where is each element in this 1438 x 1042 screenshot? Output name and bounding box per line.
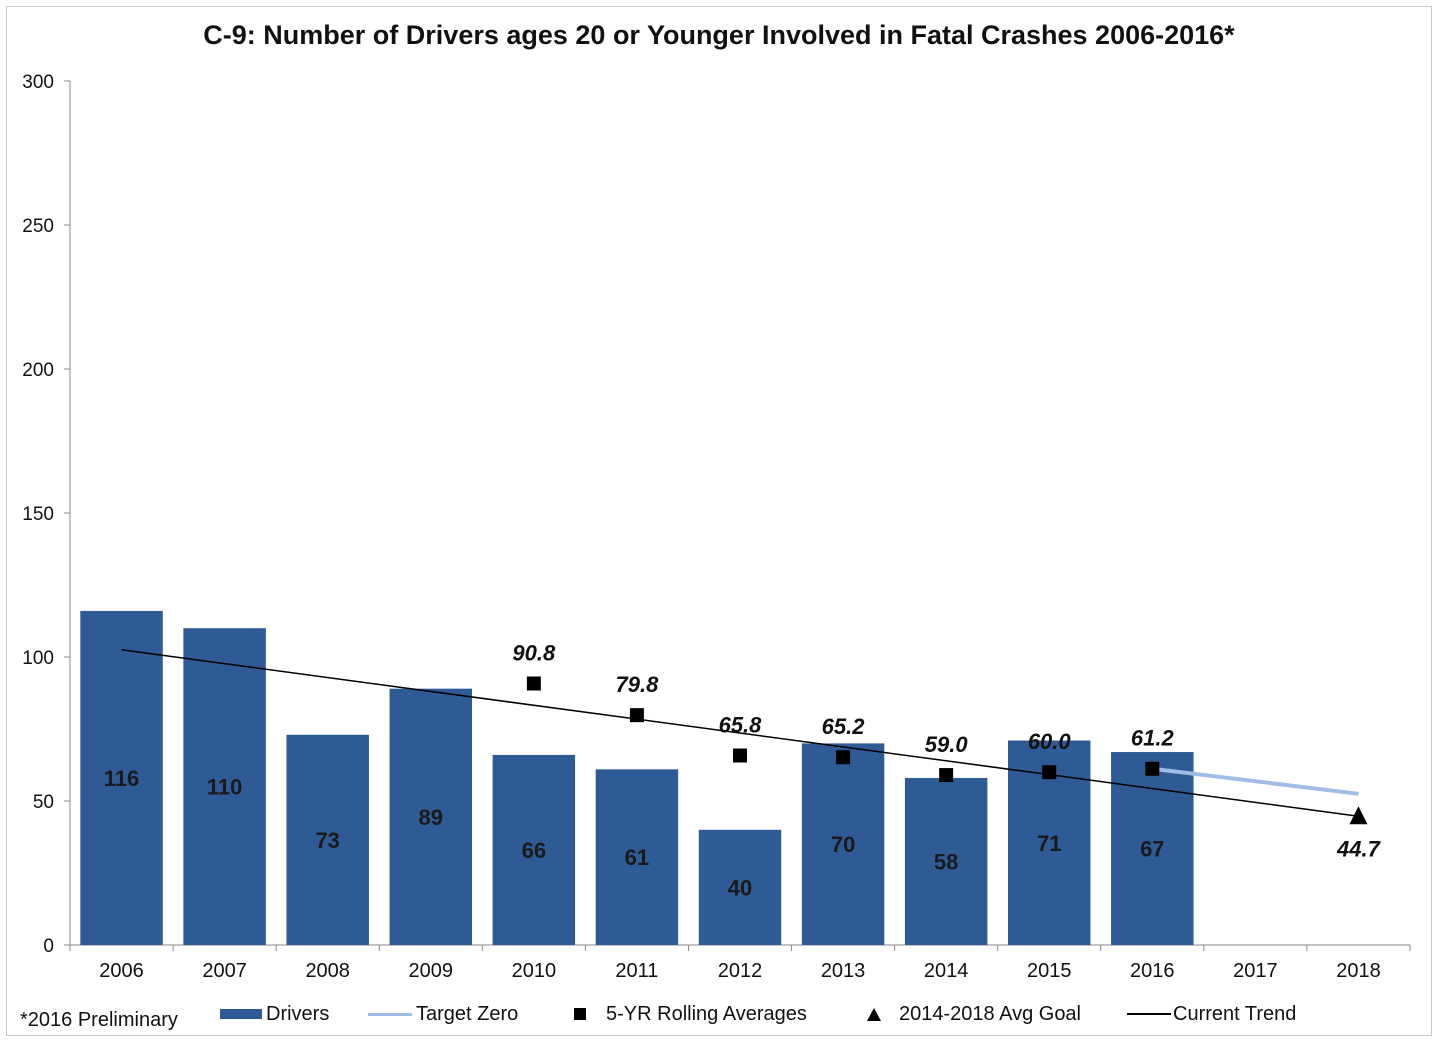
rolling-average-label: 60.0 (1028, 729, 1072, 754)
legend-label-current-trend: Current Trend (1173, 1002, 1297, 1025)
rolling-average-marker (733, 748, 747, 763)
legend-label-avg-goal: 2014-2018 Avg Goal (899, 1002, 1082, 1025)
legend-label-target-zero: Target Zero (416, 1002, 519, 1025)
chart-frame (6, 6, 1432, 1036)
legend-swatch-drivers (220, 1009, 262, 1019)
rolling-average-marker (629, 708, 644, 723)
rolling-average-marker (526, 676, 541, 691)
bar (801, 743, 885, 945)
x-tick-label: 2016 (1130, 960, 1175, 982)
bar-data-label: 73 (315, 828, 339, 853)
legend-item-target-zero: Target Zero (368, 999, 518, 1029)
x-tick-label: 2010 (512, 960, 557, 982)
bar-data-label: 67 (1140, 837, 1164, 862)
y-tick-label: 100 (22, 648, 54, 669)
bar (904, 777, 988, 945)
legend-item-avg-goal: 2014-2018 Avg Goal (867, 999, 1081, 1029)
rolling-average-label: 65.8 (719, 712, 763, 737)
y-tick-label: 0 (43, 936, 54, 957)
x-tick-label: 2008 (305, 960, 350, 982)
footnote: *2016 Preliminary (20, 1009, 178, 1031)
x-tick-label: 2013 (821, 960, 866, 982)
current-trend-line (121, 649, 1359, 818)
chart-legend: Drivers Target Zero 5-YR Rolling Average… (0, 999, 1438, 1029)
y-tick-label: 300 (22, 72, 54, 93)
legend-item-rolling-averages: 5-YR Rolling Averages (574, 999, 807, 1029)
x-tick-label: 2007 (202, 960, 247, 982)
rolling-average-label: 90.8 (512, 640, 556, 665)
bar-data-label: 110 (207, 775, 243, 800)
x-tick-label: 2017 (1233, 960, 1278, 982)
x-tick-label: 2012 (718, 960, 763, 982)
bar-data-label: 61 (625, 845, 649, 870)
y-tick-label: 150 (22, 504, 54, 525)
legend-swatch-current-trend (1127, 1013, 1171, 1015)
x-tick-label: 2006 (99, 960, 144, 982)
rolling-average-label: 59.0 (925, 732, 969, 757)
bar (698, 829, 782, 945)
x-tick-label: 2011 (615, 960, 658, 982)
bar-data-label: 70 (831, 832, 855, 857)
legend-item-current-trend: Current Trend (1127, 999, 1296, 1029)
bar (183, 628, 266, 945)
rolling-average-label: 61.2 (1131, 726, 1175, 751)
rolling-average-label: 79.8 (616, 672, 660, 697)
bar-data-label: 58 (934, 849, 958, 874)
square-marker-icon (574, 1008, 586, 1020)
bar-data-label: 89 (419, 805, 443, 830)
rolling-average-marker (836, 750, 851, 765)
y-tick-label: 200 (22, 360, 54, 381)
y-tick-label: 250 (22, 216, 54, 237)
y-tick-label: 50 (33, 792, 54, 813)
bar (389, 688, 472, 945)
rolling-average-marker (1042, 765, 1057, 780)
chart-title: C-9: Number of Drivers ages 20 or Younge… (203, 20, 1235, 50)
bar (492, 754, 576, 945)
legend-label-drivers: Drivers (266, 1002, 330, 1025)
legend-label-rolling-averages: 5-YR Rolling Averages (606, 1002, 807, 1025)
rolling-average-label: 65.2 (822, 714, 866, 739)
bar (595, 769, 679, 945)
rolling-average-marker (939, 768, 954, 783)
triangle-marker-icon (867, 1007, 881, 1021)
x-tick-label: 2014 (924, 960, 969, 982)
bar-data-label: 116 (104, 766, 140, 791)
x-tick-label: 2015 (1027, 960, 1072, 982)
target-zero-line (1152, 766, 1359, 796)
bar-data-label: 71 (1037, 831, 1061, 856)
bar-data-label: 40 (728, 875, 752, 900)
x-tick-label: 2009 (409, 960, 454, 982)
legend-item-drivers: Drivers (220, 999, 329, 1029)
legend-swatch-target-zero (368, 1012, 412, 1016)
bar-data-label: 66 (522, 838, 546, 863)
x-tick-label: 2018 (1336, 960, 1381, 982)
avg-goal-marker (1349, 806, 1368, 825)
bar (286, 734, 369, 945)
rolling-average-marker (1145, 761, 1160, 776)
avg-goal-label: 44.7 (1336, 836, 1382, 861)
bar (80, 610, 163, 945)
